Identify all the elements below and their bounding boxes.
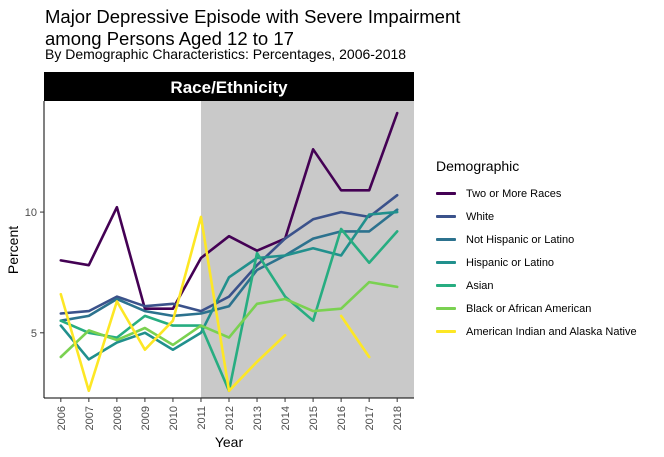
x-tick-label: 2015 [308, 406, 320, 430]
legend-label: Hispanic or Latino [466, 256, 555, 269]
legend-item: Hispanic or Latino [436, 251, 637, 274]
x-tick-label: 2011 [196, 406, 208, 430]
series-line-white [59, 193, 399, 315]
legend-item: White [436, 205, 637, 228]
legend-item: Two or More Races [436, 182, 637, 205]
legend-key [436, 307, 456, 310]
legend-item: Asian [436, 274, 637, 297]
x-tick-label: 2012 [224, 406, 236, 430]
chart-title: Major Depressive Episode with Severe Imp… [45, 6, 461, 49]
x-tick-label: 2009 [140, 406, 152, 430]
legend-label: Asian [466, 279, 494, 292]
legend-title: Demographic [436, 158, 520, 174]
legend-label: Not Hispanic or Latino [466, 233, 575, 246]
legend-key [436, 330, 456, 333]
legend-key [436, 192, 456, 195]
x-tick-label: 2016 [336, 406, 348, 430]
legend: Demographic Two or More Races White Not Hi… [436, 158, 637, 343]
series-line-black-or-african-american [59, 280, 399, 359]
x-tick-label: 2014 [280, 406, 292, 430]
x-tick-label: 2013 [252, 406, 264, 430]
x-tick-label: 2007 [84, 406, 96, 430]
panel-strip-label: Race/Ethnicity [170, 78, 288, 97]
x-tick-label: 2010 [168, 406, 180, 430]
legend-label: American Indian and Alaska Native [466, 325, 637, 338]
x-tick-label: 2017 [364, 406, 376, 430]
x-axis-label: Year [215, 434, 244, 450]
chart-subtitle: By Demographic Characteristics: Percenta… [45, 46, 407, 62]
panel-strip [44, 72, 414, 101]
legend-key [436, 284, 456, 287]
series-line-american-indian-and-alaska-native [59, 215, 371, 393]
series-line-two-or-more-races [59, 111, 399, 310]
legend-item: Not Hispanic or Latino [436, 228, 637, 251]
y-tick-label: 5 [31, 328, 37, 340]
legend-label: White [466, 210, 495, 223]
series-line-hispanic-or-latino [59, 210, 399, 361]
x-tick-label: 2008 [112, 406, 124, 430]
y-tick-label: 10 [25, 207, 37, 219]
legend-label: Two or More Races [466, 187, 562, 200]
legend-item: Black or African American [436, 297, 637, 320]
legend-key [436, 215, 456, 218]
legend-label: Black or African American [466, 302, 592, 315]
legend-key [436, 238, 456, 241]
x-tick-label: 2006 [56, 406, 68, 430]
x-tick-label: 2018 [392, 406, 404, 430]
y-axis-label: Percent [5, 226, 21, 274]
legend-item: American Indian and Alaska Native [436, 320, 637, 343]
legend-key [436, 261, 456, 264]
